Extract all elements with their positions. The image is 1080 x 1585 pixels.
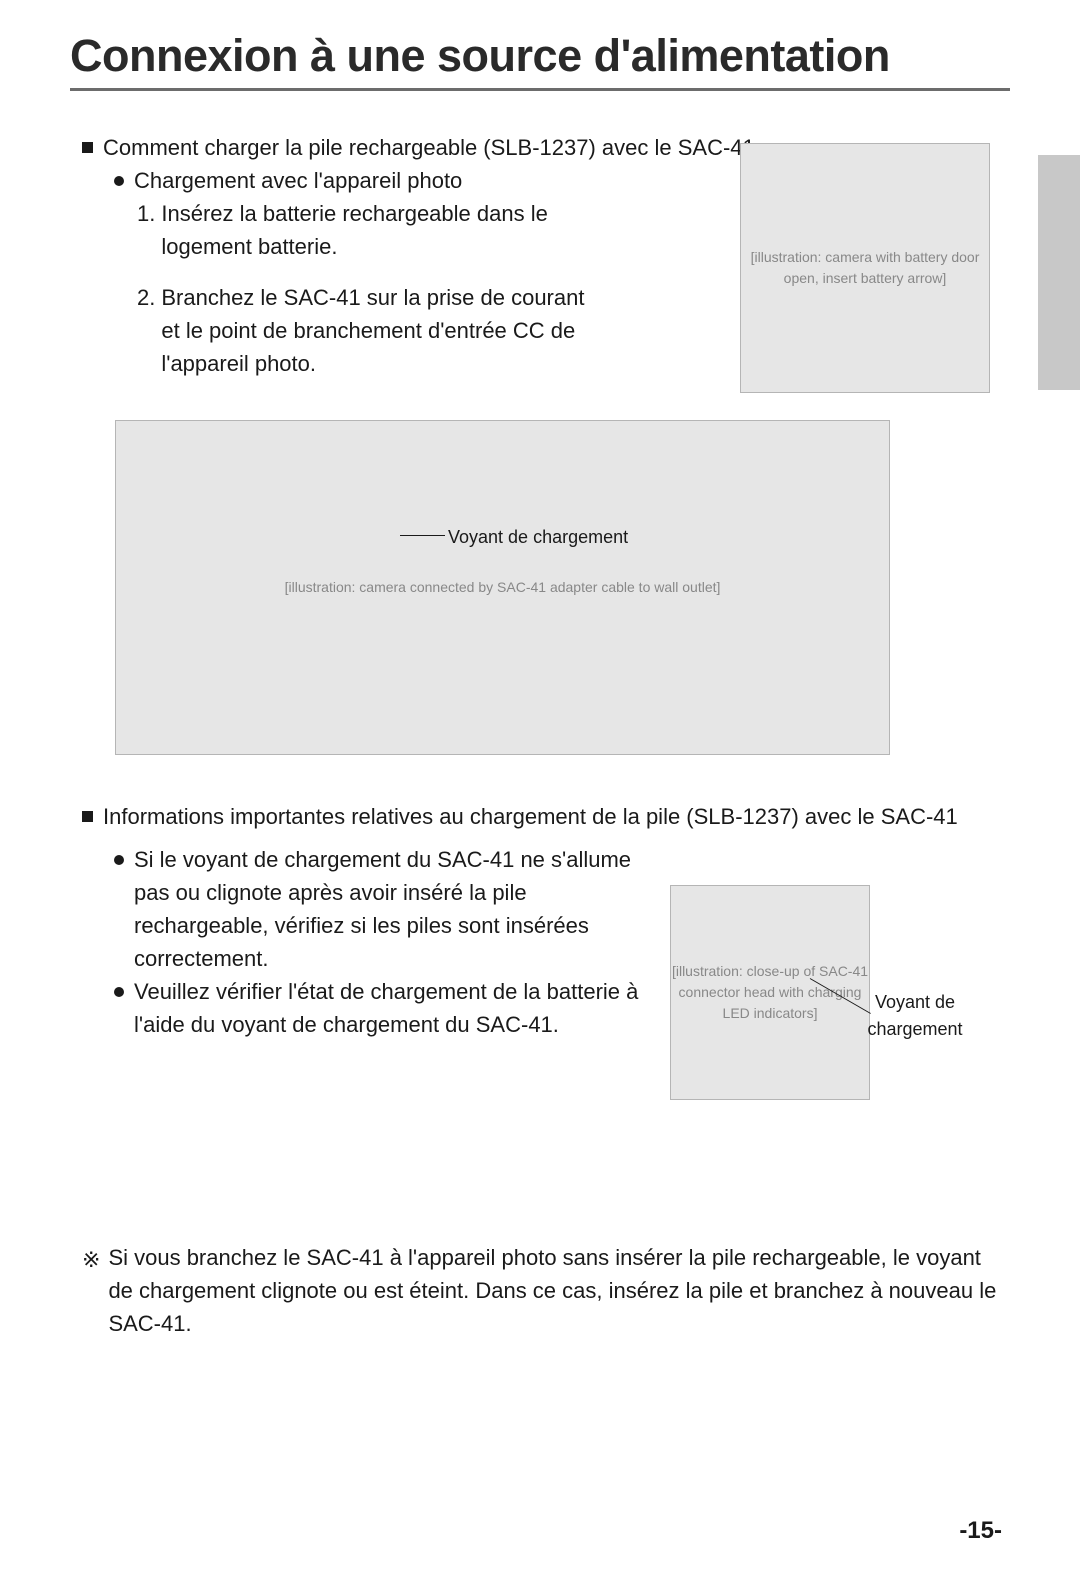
page-number: -15- [959, 1517, 1002, 1545]
circle-bullet-icon [114, 987, 124, 997]
section2-bullet1-row: Si le voyant de chargement du SAC-41 ne … [114, 843, 1010, 975]
title-block: Connexion à une source d'alimentation [70, 30, 1010, 91]
circle-bullet-icon [114, 176, 124, 186]
section1-heading: Comment charger la pile rechargeable (SL… [103, 131, 761, 164]
figure-battery-insert: [illustration: camera with battery door … [740, 143, 990, 393]
side-tab [1038, 155, 1080, 390]
manual-page: Connexion à une source d'alimentation Co… [0, 0, 1080, 1585]
figure2-label: Voyant de chargement [448, 524, 628, 551]
figure2-leader-line [400, 535, 445, 536]
reference-mark-icon: ※ [82, 1243, 100, 1340]
note-text: Si vous branchez le SAC-41 à l'appareil … [108, 1241, 1008, 1340]
figure1-alt: [illustration: camera with battery door … [741, 247, 989, 289]
section2-bullet1: Si le voyant de chargement du SAC-41 ne … [134, 843, 664, 975]
square-bullet-icon [82, 811, 93, 822]
square-bullet-icon [82, 142, 93, 153]
figure2-alt: [illustration: camera connected by SAC-4… [285, 577, 721, 598]
section2-bullet2: Veuillez vérifier l'état de chargement d… [134, 975, 664, 1041]
section2-heading-row: Informations importantes relatives au ch… [82, 800, 1010, 833]
page-title: Connexion à une source d'alimentation [70, 30, 1010, 82]
step2-text: Branchez le SAC-41 sur la prise de coura… [161, 281, 591, 380]
figure3-alt: [illustration: close-up of SAC-41 connec… [671, 961, 869, 1024]
figure-connector-closeup: [illustration: close-up of SAC-41 connec… [670, 885, 870, 1100]
step2-number: 2. [137, 281, 155, 380]
figure3-label: Voyant de chargement [855, 989, 975, 1043]
step1-text: Insérez la batterie rechargeable dans le… [161, 197, 561, 263]
section2-heading: Informations importantes relatives au ch… [103, 800, 958, 833]
note-row: ※ Si vous branchez le SAC-41 à l'apparei… [82, 1241, 1010, 1340]
figure-connection-diagram: [illustration: camera connected by SAC-4… [115, 420, 890, 755]
step1-number: 1. [137, 197, 155, 263]
section1-sub: Chargement avec l'appareil photo [134, 164, 462, 197]
content-body: Comment charger la pile rechargeable (SL… [70, 131, 1010, 1340]
circle-bullet-icon [114, 855, 124, 865]
